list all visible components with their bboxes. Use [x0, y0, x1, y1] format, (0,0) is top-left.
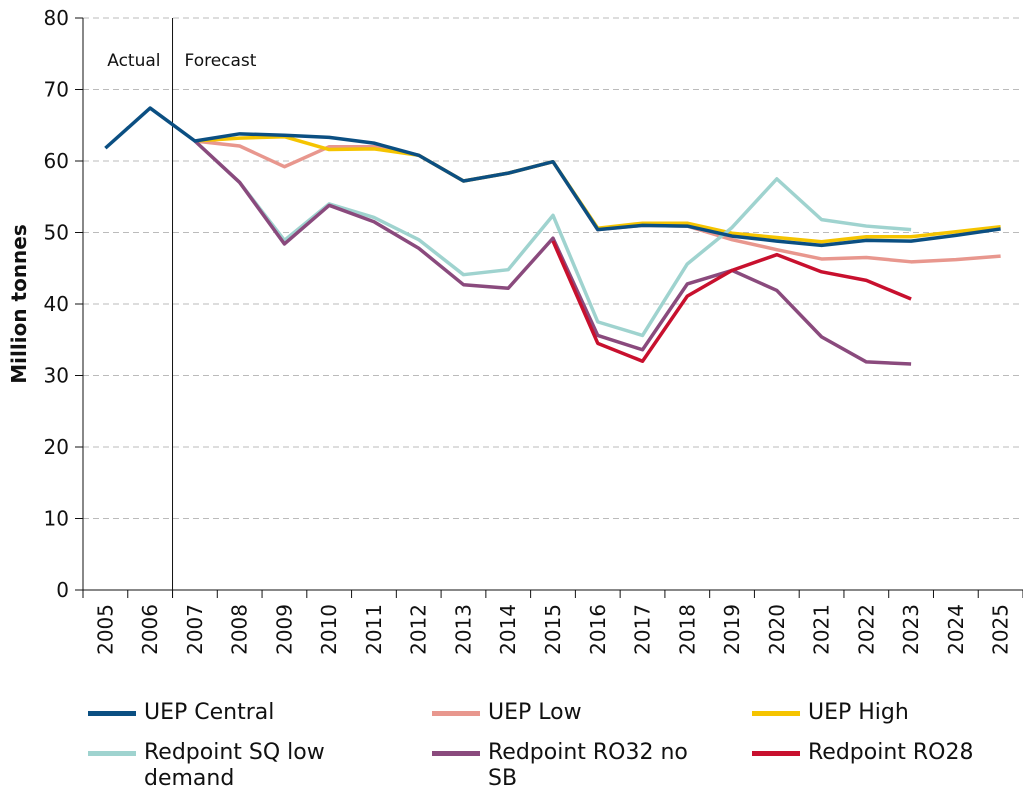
y-tick-label: 0 — [56, 578, 69, 602]
legend-item: UEP Central — [88, 700, 432, 726]
legend-swatch — [432, 711, 480, 716]
series-line — [193, 139, 912, 366]
x-tick-label: 2011 — [362, 604, 386, 655]
x-tick-label: 2010 — [317, 604, 341, 655]
legend-swatch — [752, 711, 800, 716]
series-line — [104, 106, 1001, 248]
legend-swatch — [752, 751, 800, 756]
legend-label: Redpoint RO28 — [808, 740, 974, 765]
x-tick-label: 2024 — [944, 604, 968, 655]
y-tick-label: 10 — [44, 507, 69, 531]
legend: UEP Central UEP Low UEP High Redpoint SQ lo… — [88, 700, 1018, 792]
legend-item: Redpoint SQ low demand — [88, 740, 432, 792]
x-tick-label: 2013 — [451, 604, 475, 655]
x-tick-label: 2025 — [989, 604, 1013, 655]
y-tick-label: 60 — [44, 149, 69, 173]
y-tick-label: 50 — [44, 221, 69, 245]
y-tick-label: 70 — [44, 78, 69, 102]
legend-swatch — [88, 751, 136, 756]
x-tick-label: 2007 — [183, 604, 207, 655]
x-tick-label: 2020 — [765, 604, 789, 655]
x-tick-label: 2016 — [586, 604, 610, 655]
y-tick-label: 80 — [44, 6, 69, 30]
x-tick-label: 2021 — [810, 604, 834, 655]
series-line — [194, 139, 1001, 264]
x-tick-label: 2018 — [675, 604, 699, 655]
annotation: Actual — [107, 51, 160, 71]
x-tick-label: 2005 — [93, 604, 117, 655]
series-line — [551, 240, 912, 363]
x-tick-label: 2017 — [631, 604, 655, 655]
legend-label: Redpoint RO32 no SB — [488, 740, 688, 791]
legend-label: UEP High — [808, 700, 909, 725]
legend-swatch — [88, 711, 136, 716]
annotation: Forecast — [185, 51, 257, 71]
legend-item: Redpoint RO32 no SB — [432, 740, 752, 792]
x-tick-label: 2009 — [272, 604, 296, 655]
legend-label: Redpoint SQ low demand — [144, 740, 325, 791]
x-tick-label: 2023 — [899, 604, 923, 655]
y-axis-label: Million tonnes — [7, 224, 31, 384]
chart: Million tonnes 0 10 20 30 40 50 60 70 80 2005 2006… — [7, 6, 1023, 655]
legend-item: UEP High — [752, 700, 1012, 726]
legend-label: UEP Low — [488, 700, 582, 725]
x-tick-label: 2014 — [496, 604, 520, 655]
legend-label: UEP Central — [144, 700, 275, 725]
x-tick-label: 2019 — [720, 604, 744, 655]
x-tick-label: 2022 — [854, 604, 878, 655]
legend-item: UEP Low — [432, 700, 752, 726]
x-tick-label: 2012 — [407, 604, 431, 655]
y-tick-label: 30 — [44, 364, 69, 388]
x-tick-label: 2015 — [541, 604, 565, 655]
legend-item: Redpoint RO28 — [752, 740, 1012, 792]
x-tick-label: 2008 — [228, 604, 252, 655]
x-tick-label: 2006 — [138, 604, 162, 655]
y-tick-label: 20 — [44, 435, 69, 459]
y-tick-label: 40 — [44, 292, 69, 316]
legend-swatch — [432, 751, 480, 756]
